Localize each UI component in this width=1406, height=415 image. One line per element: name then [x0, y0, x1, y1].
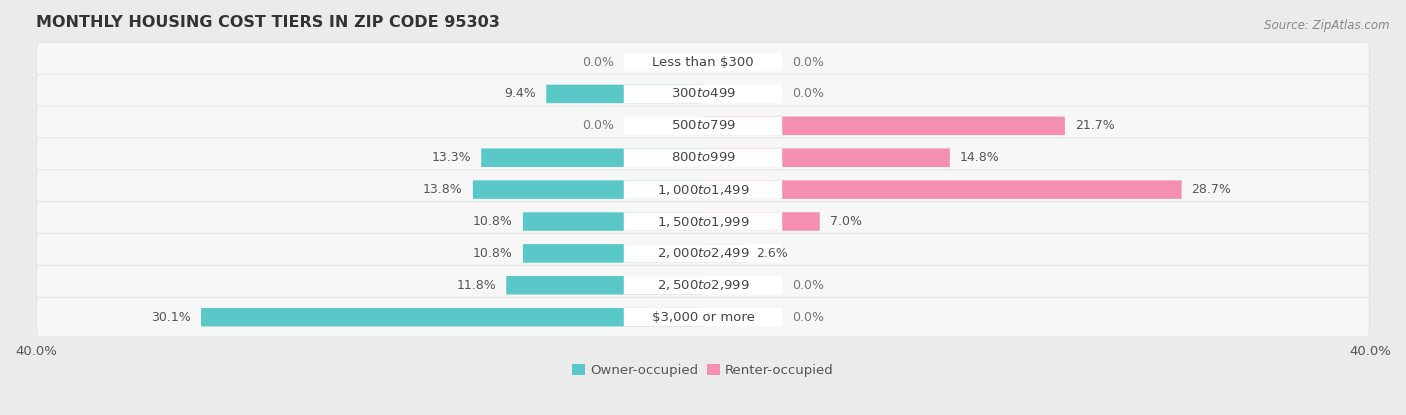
FancyBboxPatch shape — [37, 106, 1369, 146]
Text: $800 to $999: $800 to $999 — [671, 151, 735, 164]
FancyBboxPatch shape — [624, 276, 782, 295]
FancyBboxPatch shape — [624, 181, 782, 199]
Text: $2,500 to $2,999: $2,500 to $2,999 — [657, 278, 749, 292]
Text: $2,000 to $2,499: $2,000 to $2,499 — [657, 247, 749, 260]
Text: 0.0%: 0.0% — [582, 56, 614, 68]
Text: MONTHLY HOUSING COST TIERS IN ZIP CODE 95303: MONTHLY HOUSING COST TIERS IN ZIP CODE 9… — [37, 15, 499, 30]
FancyBboxPatch shape — [37, 170, 1369, 210]
FancyBboxPatch shape — [703, 149, 950, 167]
FancyBboxPatch shape — [37, 42, 1369, 82]
FancyBboxPatch shape — [523, 212, 703, 231]
Text: 30.1%: 30.1% — [152, 311, 191, 324]
FancyBboxPatch shape — [624, 149, 782, 167]
FancyBboxPatch shape — [37, 138, 1369, 178]
Text: $300 to $499: $300 to $499 — [671, 88, 735, 100]
FancyBboxPatch shape — [624, 53, 782, 71]
FancyBboxPatch shape — [481, 149, 703, 167]
Text: 0.0%: 0.0% — [792, 56, 824, 68]
FancyBboxPatch shape — [547, 85, 703, 103]
FancyBboxPatch shape — [703, 212, 820, 231]
FancyBboxPatch shape — [37, 234, 1369, 273]
Text: $1,500 to $1,999: $1,500 to $1,999 — [657, 215, 749, 229]
Text: 13.8%: 13.8% — [423, 183, 463, 196]
Legend: Owner-occupied, Renter-occupied: Owner-occupied, Renter-occupied — [572, 364, 834, 377]
FancyBboxPatch shape — [472, 181, 703, 199]
Text: 0.0%: 0.0% — [792, 311, 824, 324]
Text: 2.6%: 2.6% — [756, 247, 789, 260]
Text: 14.8%: 14.8% — [960, 151, 1000, 164]
Text: Less than $300: Less than $300 — [652, 56, 754, 68]
Text: 9.4%: 9.4% — [505, 88, 536, 100]
FancyBboxPatch shape — [506, 276, 703, 295]
Text: 0.0%: 0.0% — [792, 279, 824, 292]
Text: 10.8%: 10.8% — [472, 215, 513, 228]
FancyBboxPatch shape — [624, 308, 782, 327]
FancyBboxPatch shape — [37, 266, 1369, 305]
Text: 13.3%: 13.3% — [432, 151, 471, 164]
Text: Source: ZipAtlas.com: Source: ZipAtlas.com — [1264, 19, 1389, 32]
Text: $1,000 to $1,499: $1,000 to $1,499 — [657, 183, 749, 197]
FancyBboxPatch shape — [624, 117, 782, 135]
Text: 0.0%: 0.0% — [582, 120, 614, 132]
FancyBboxPatch shape — [201, 308, 703, 327]
FancyBboxPatch shape — [703, 244, 747, 263]
FancyBboxPatch shape — [624, 212, 782, 231]
Text: $500 to $799: $500 to $799 — [671, 120, 735, 132]
Text: 7.0%: 7.0% — [830, 215, 862, 228]
Text: $3,000 or more: $3,000 or more — [651, 311, 755, 324]
FancyBboxPatch shape — [37, 298, 1369, 337]
FancyBboxPatch shape — [523, 244, 703, 263]
Text: 0.0%: 0.0% — [792, 88, 824, 100]
FancyBboxPatch shape — [37, 202, 1369, 241]
FancyBboxPatch shape — [624, 85, 782, 103]
Text: 11.8%: 11.8% — [457, 279, 496, 292]
FancyBboxPatch shape — [703, 117, 1064, 135]
FancyBboxPatch shape — [37, 74, 1369, 114]
Text: 21.7%: 21.7% — [1076, 120, 1115, 132]
FancyBboxPatch shape — [624, 244, 782, 263]
FancyBboxPatch shape — [703, 181, 1181, 199]
Text: 28.7%: 28.7% — [1192, 183, 1232, 196]
Text: 10.8%: 10.8% — [472, 247, 513, 260]
